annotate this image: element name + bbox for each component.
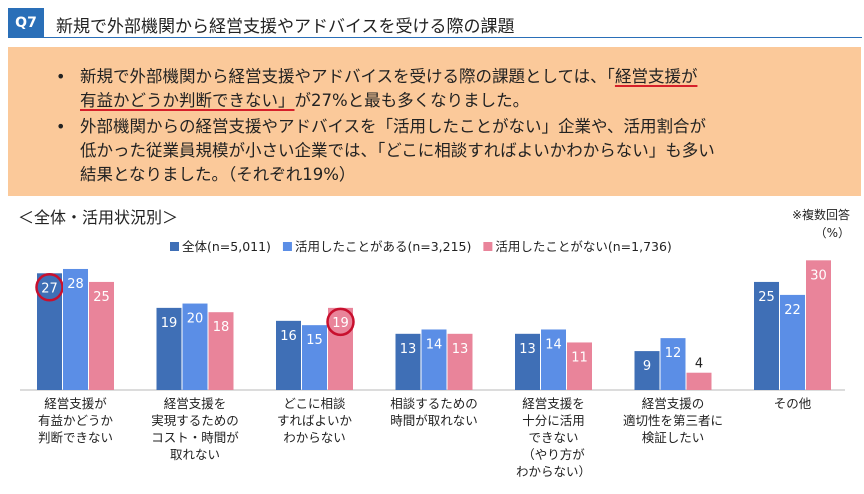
summary-line-4: 低かった従業員規模が小さい企業では、「どこに相談すればよいかわからない」も多い bbox=[80, 141, 715, 160]
data-label-6-0: 25 bbox=[758, 290, 775, 305]
bar-2-2 bbox=[328, 307, 353, 390]
data-label-0-1: 28 bbox=[67, 277, 84, 292]
data-label-0-0: 27 bbox=[41, 281, 58, 296]
summary-line-1: 新規で外部機関から経営支援やアドバイスを受ける際の課題としては、「経営支援が bbox=[80, 66, 697, 88]
category-label-3-1: 時間が取れない bbox=[390, 413, 478, 428]
category-label-0-2: 判断できない bbox=[38, 430, 113, 445]
category-label-5-1: 適切性を第三者に bbox=[623, 413, 723, 428]
legend-label-1: 活用したことがある(n=3,215) bbox=[295, 239, 471, 254]
legend-swatch-1 bbox=[282, 242, 292, 251]
bar-1-0 bbox=[156, 307, 182, 390]
category-label-1-0: 経営支援を bbox=[164, 396, 227, 411]
data-label-1-1: 20 bbox=[187, 312, 204, 327]
bar-0-2 bbox=[89, 281, 114, 390]
multiple-answer-note: ※複数回答 bbox=[791, 208, 850, 222]
bullet-2: • bbox=[56, 117, 66, 136]
data-label-4-0: 13 bbox=[519, 342, 536, 357]
category-label-4-2: できない bbox=[528, 430, 578, 445]
bar-5-0 bbox=[634, 351, 660, 390]
page-title: 新規で外部機関から経営支援やアドバイスを受ける際の課題 bbox=[56, 17, 515, 37]
category-label-2-2: わからない bbox=[283, 430, 346, 445]
bar-6-1 bbox=[780, 294, 805, 390]
data-label-2-2: 19 bbox=[332, 316, 349, 331]
summary-line-2: 有益かどうか判断できない」が27%と最も多くなりました。 bbox=[80, 90, 529, 112]
bar-3-2 bbox=[447, 333, 473, 390]
category-label-1-3: 取れない bbox=[170, 447, 220, 462]
chart-subtitle: ＜全体・活用状況別＞ bbox=[18, 208, 179, 227]
summary-line-1-text: 新規で外部機関から経営支援やアドバイスを受ける際の課題としては、「 bbox=[80, 67, 615, 86]
data-label-0-2: 25 bbox=[93, 290, 110, 305]
bar-4-2 bbox=[567, 342, 592, 390]
legend-label-2: 活用したことがない(n=1,736) bbox=[495, 239, 671, 254]
category-label-0-1: 有益かどうか bbox=[38, 413, 114, 428]
data-label-3-0: 13 bbox=[400, 342, 417, 357]
unit-note: （%） bbox=[814, 226, 850, 240]
category-label-4-3: （やり方が bbox=[522, 447, 585, 462]
data-label-4-1: 14 bbox=[545, 337, 562, 352]
data-label-6-2: 30 bbox=[810, 268, 827, 283]
bar-1-1 bbox=[182, 303, 208, 390]
bar-5-2 bbox=[686, 372, 712, 390]
category-label-4-4: わからない） bbox=[516, 464, 591, 479]
bar-4-1 bbox=[541, 329, 566, 390]
question-badge: Q7 bbox=[8, 8, 44, 38]
data-label-1-2: 18 bbox=[213, 320, 230, 335]
category-label-3-0: 相談するための bbox=[390, 396, 478, 411]
bar-3-1 bbox=[421, 329, 447, 390]
legend-swatch-0 bbox=[170, 242, 179, 251]
data-label-5-0: 9 bbox=[643, 359, 651, 374]
data-label-6-1: 22 bbox=[784, 303, 801, 318]
data-label-5-2: 4 bbox=[695, 357, 703, 372]
category-label-5-2: 検証したい bbox=[642, 430, 705, 445]
category-label-0-0: 経営支援が bbox=[44, 396, 107, 411]
bar-5-1 bbox=[660, 338, 686, 390]
summary-line-5: 結果となりました。（それぞれ19%） bbox=[80, 165, 356, 184]
bar-2-0 bbox=[276, 320, 301, 390]
header-divider bbox=[44, 37, 862, 38]
legend-swatch-2 bbox=[483, 242, 493, 251]
summary-highlight-1: 経営支援が bbox=[614, 67, 698, 86]
data-label-5-1: 12 bbox=[665, 346, 682, 361]
category-label-2-0: どこに相談 bbox=[283, 396, 346, 411]
data-label-1-0: 19 bbox=[161, 316, 178, 331]
bar-6-0 bbox=[754, 281, 779, 390]
bar-0-0 bbox=[37, 273, 62, 390]
data-label-2-0: 16 bbox=[280, 329, 297, 344]
bar-3-0 bbox=[395, 333, 421, 390]
summary-line-3: 外部機関からの経営支援やアドバイスを「活用したことがない」企業や、活用割合が bbox=[80, 117, 707, 136]
data-label-4-2: 11 bbox=[571, 350, 588, 365]
bar-4-0 bbox=[515, 333, 540, 390]
bar-1-2 bbox=[208, 312, 234, 390]
data-label-3-1: 14 bbox=[426, 337, 443, 352]
category-label-2-1: すればよいか bbox=[277, 413, 353, 428]
bar-6-2 bbox=[806, 260, 831, 390]
highlight-circle-0-0 bbox=[35, 273, 64, 302]
data-label-3-2: 13 bbox=[452, 342, 469, 357]
category-label-6-0: その他 bbox=[774, 396, 812, 411]
summary-highlight-2: 有益かどうか判断できない」 bbox=[80, 91, 295, 110]
category-label-5-0: 経営支援の bbox=[642, 396, 705, 411]
highlight-circle-2-2 bbox=[326, 307, 355, 337]
legend-label-0: 全体(n=5,011) bbox=[182, 239, 271, 254]
bullet-1: • bbox=[56, 67, 66, 86]
bar-0-1 bbox=[63, 268, 88, 390]
header: Q7 新規で外部機関から経営支援やアドバイスを受ける際の課題 bbox=[0, 0, 864, 44]
category-label-4-1: 十分に活用 bbox=[522, 413, 585, 428]
data-label-2-1: 15 bbox=[306, 333, 323, 348]
bar-2-1 bbox=[302, 325, 327, 390]
summary-box bbox=[8, 47, 861, 196]
category-label-1-1: 実現するための bbox=[151, 413, 239, 428]
category-label-4-0: 経営支援を bbox=[522, 396, 585, 411]
summary-line-2-text: が27%と最も多くなりました。 bbox=[294, 91, 530, 110]
category-label-1-2: コスト・時間が bbox=[151, 430, 239, 445]
